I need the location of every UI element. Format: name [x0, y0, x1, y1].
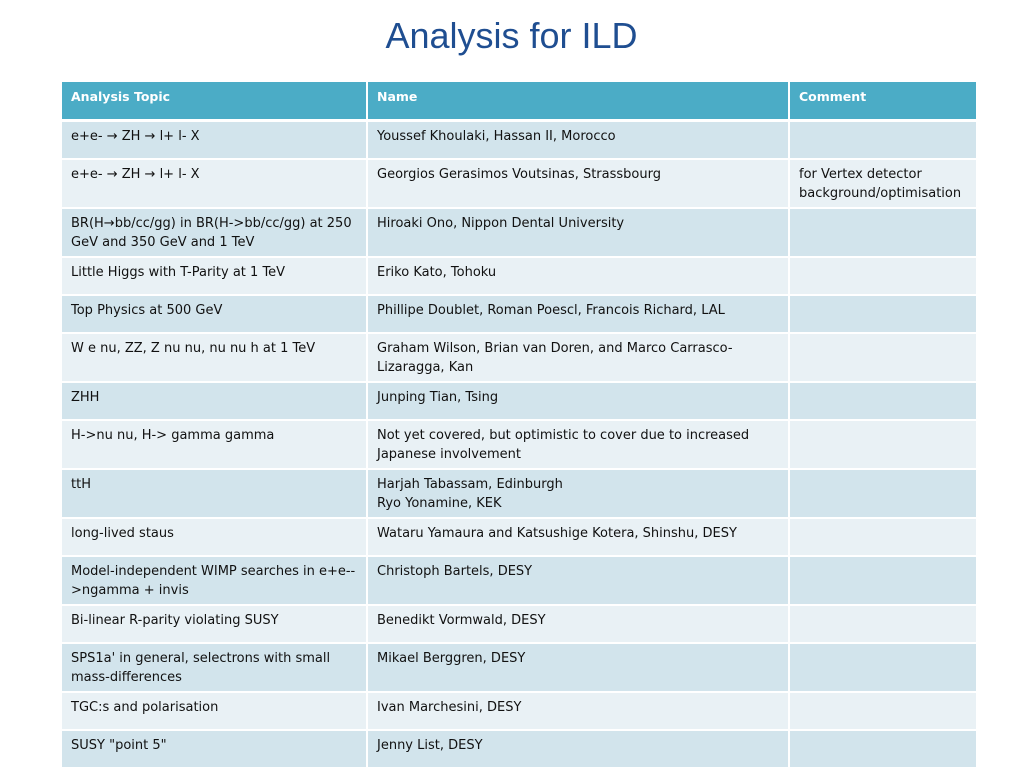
topic-cell: H->nu nu, H-> gamma gamma [62, 419, 367, 469]
name-line-2: Ryo Yonamine, KEK [377, 495, 502, 511]
name-cell: Christoph Bartels, DESY [366, 555, 789, 605]
topic-cell: SUSY "point 5" [62, 729, 367, 767]
table-row: BR(H→bb/cc/gg) in BR(H->bb/cc/gg) at 250… [62, 207, 976, 257]
name-cell: Graham Wilson, Brian van Doren, and Marc… [366, 332, 789, 382]
name-line-1: Harjah Tabassam, Edinburgh [377, 477, 563, 492]
table-row: e+e- → ZH → l+ l- X Youssef Khoulaki, Ha… [62, 119, 976, 159]
name-cell: Wataru Yamaura and Katsushige Kotera, Sh… [366, 517, 789, 556]
topic-cell: W e nu, ZZ, Z nu nu, nu nu h at 1 TeV [62, 332, 367, 382]
comment-cell [788, 332, 976, 382]
header-comment: Comment [788, 82, 976, 122]
comment-cell [788, 468, 976, 518]
comment-cell [788, 517, 976, 556]
name-cell: Harjah Tabassam, Edinburgh Ryo Yonamine, … [366, 468, 789, 518]
name-cell: Ivan Marchesini, DESY [366, 691, 789, 730]
table-row: long-lived staus Wataru Yamaura and Kats… [62, 517, 976, 556]
table-row: SPS1a' in general, selectrons with small… [62, 642, 976, 692]
name-cell: Junping Tian, Tsing [366, 381, 789, 420]
topic-cell: Bi-linear R-parity violating SUSY [62, 604, 367, 643]
comment-cell [788, 381, 976, 420]
topic-cell: Model-independent WIMP searches in e+e--… [62, 555, 367, 605]
topic-cell: BR(H→bb/cc/gg) in BR(H->bb/cc/gg) at 250… [62, 207, 367, 257]
table-row: SUSY "point 5" Jenny List, DESY [62, 729, 976, 767]
name-cell: Hiroaki Ono, Nippon Dental University [366, 207, 789, 257]
table-row: e+e- → ZH → l+ l- X Georgios Gerasimos V… [62, 158, 976, 208]
topic-cell: ttH [62, 468, 367, 518]
slide-title: Analysis for ILD [385, 15, 638, 56]
table-row: ZHH Junping Tian, Tsing [62, 381, 976, 420]
name-cell: Youssef Khoulaki, Hassan II, Morocco [366, 119, 789, 159]
topic-cell: long-lived staus [62, 517, 367, 556]
topic-cell: TGC:s and polarisation [62, 691, 367, 730]
comment-cell [788, 729, 976, 767]
table-row: Little Higgs with T-Parity at 1 TeV Erik… [62, 256, 976, 295]
name-cell: Benedikt Vormwald, DESY [366, 604, 789, 643]
header-name: Name [366, 82, 789, 122]
comment-cell [788, 256, 976, 295]
comment-cell [788, 604, 976, 643]
name-cell: Georgios Gerasimos Voutsinas, Strassbour… [366, 158, 789, 208]
table-row: H->nu nu, H-> gamma gamma Not yet covere… [62, 419, 976, 469]
topic-cell: e+e- → ZH → l+ l- X [62, 119, 367, 159]
table-row: Bi-linear R-parity violating SUSY Benedi… [62, 604, 976, 643]
table-row: Model-independent WIMP searches in e+e--… [62, 555, 976, 605]
topic-cell: Top Physics at 500 GeV [62, 294, 367, 333]
name-cell: Phillipe Doublet, Roman Poescl, Francois… [366, 294, 789, 333]
table-header-row: Analysis Topic Name Comment [62, 82, 976, 122]
table-row: W e nu, ZZ, Z nu nu, nu nu h at 1 TeV Gr… [62, 332, 976, 382]
header-analysis-topic: Analysis Topic [62, 82, 367, 122]
topic-cell: SPS1a' in general, selectrons with small… [62, 642, 367, 692]
analysis-table: Analysis Topic Name Comment e+e- → ZH → … [62, 82, 976, 767]
topic-cell: e+e- → ZH → l+ l- X [62, 158, 367, 208]
topic-cell: Little Higgs with T-Parity at 1 TeV [62, 256, 367, 295]
comment-cell [788, 294, 976, 333]
comment-cell [788, 119, 976, 159]
name-cell: Mikael Berggren, DESY [366, 642, 789, 692]
topic-cell: ZHH [62, 381, 367, 420]
name-cell: Jenny List, DESY [366, 729, 789, 767]
table-row: Top Physics at 500 GeV Phillipe Doublet,… [62, 294, 976, 333]
table-row: ttH Harjah Tabassam, Edinburgh Ryo Yonami… [62, 468, 976, 518]
comment-cell [788, 691, 976, 730]
comment-cell: for Vertex detector background/optimisat… [788, 158, 976, 208]
comment-cell [788, 207, 976, 257]
comment-cell [788, 642, 976, 692]
name-cell: Not yet covered, but optimistic to cover… [366, 419, 789, 469]
comment-cell [788, 419, 976, 469]
comment-cell [788, 555, 976, 605]
name-cell: Eriko Kato, Tohoku [366, 256, 789, 295]
table-row: TGC:s and polarisation Ivan Marchesini, … [62, 691, 976, 730]
